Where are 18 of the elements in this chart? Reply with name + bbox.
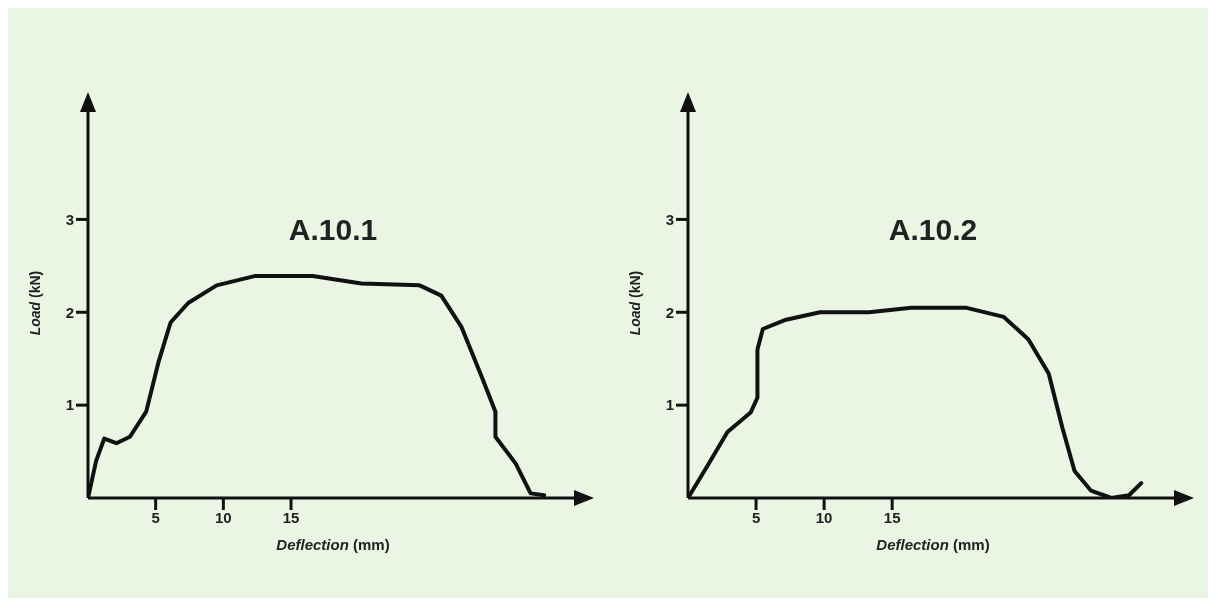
y-tick-label: 3	[65, 210, 74, 228]
y-axis-title: Load (kN)	[27, 270, 43, 336]
y-tick-label: 3	[665, 210, 674, 228]
text: A.10.1	[287, 213, 379, 248]
x-tick-label: 10	[215, 508, 232, 526]
x-axis-title: Deflection (mm)	[876, 536, 990, 553]
x-tick-label: 15	[282, 508, 300, 526]
y-axis-title: Load (kN)	[627, 270, 643, 336]
y-tick-label: 2	[665, 303, 674, 321]
text: A.10.2	[887, 213, 979, 248]
y-tick-label: 1	[665, 396, 674, 414]
y-tick-label: 1	[65, 396, 74, 414]
x-tick-label: 15	[883, 508, 901, 526]
y-tick-label: 2	[65, 303, 74, 321]
x-axis-title: Deflection (mm)	[276, 536, 390, 553]
x-tick-label: 5	[151, 508, 160, 526]
x-tick-label: 10	[815, 508, 833, 526]
x-tick-label: 5	[751, 508, 761, 526]
